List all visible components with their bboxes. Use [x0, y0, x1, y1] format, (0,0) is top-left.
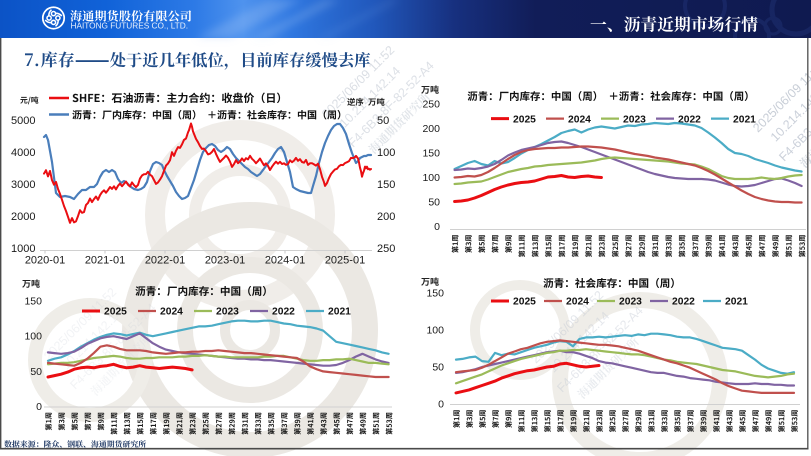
svg-text:100: 100: [426, 325, 444, 337]
svg-text:2022: 2022: [272, 307, 295, 318]
svg-text:3000: 3000: [11, 179, 35, 191]
svg-text:2025: 2025: [513, 297, 536, 308]
svg-text:2025: 2025: [104, 307, 127, 318]
svg-text:HAITONG FUTURES CO., LTD.: HAITONG FUTURES CO., LTD.: [71, 21, 189, 31]
svg-text:2025-01: 2025-01: [325, 255, 365, 267]
svg-text:250: 250: [377, 243, 395, 255]
svg-text:50: 50: [428, 197, 440, 209]
svg-text:2025: 2025: [513, 114, 536, 125]
svg-text:2021: 2021: [328, 307, 351, 318]
svg-text:150: 150: [422, 148, 440, 160]
svg-text:150: 150: [377, 179, 395, 191]
svg-text:2024: 2024: [160, 307, 183, 318]
svg-text:2022: 2022: [672, 297, 695, 308]
svg-text:2023: 2023: [619, 297, 642, 308]
svg-text:50: 50: [432, 362, 444, 374]
svg-text:2020-01: 2020-01: [25, 255, 65, 267]
svg-text:2023: 2023: [216, 307, 239, 318]
svg-text:0: 0: [434, 221, 440, 233]
svg-text:200: 200: [377, 211, 395, 223]
svg-text:2021: 2021: [733, 114, 756, 125]
svg-text:50: 50: [30, 366, 42, 378]
svg-text:2023: 2023: [623, 114, 646, 125]
svg-text:100: 100: [377, 147, 395, 159]
svg-text:250: 250: [422, 99, 440, 111]
svg-text:2022: 2022: [678, 114, 701, 125]
svg-text:150: 150: [24, 296, 42, 308]
svg-text:2024: 2024: [568, 114, 591, 125]
svg-text:100: 100: [24, 331, 42, 343]
svg-text:150: 150: [426, 288, 444, 300]
svg-text:2023-01: 2023-01: [205, 255, 245, 267]
svg-text:5000: 5000: [11, 115, 35, 127]
svg-text:100: 100: [422, 172, 440, 184]
svg-text:2024-01: 2024-01: [265, 255, 305, 267]
svg-text:0: 0: [438, 399, 444, 411]
svg-text:2022-01: 2022-01: [145, 255, 185, 267]
svg-text:50: 50: [377, 115, 389, 127]
svg-text:2021-01: 2021-01: [85, 255, 125, 267]
svg-text:4000: 4000: [11, 147, 35, 159]
svg-text:2024: 2024: [566, 297, 589, 308]
svg-text:200: 200: [422, 123, 440, 135]
svg-text:0: 0: [36, 401, 42, 413]
svg-text:1000: 1000: [11, 243, 35, 255]
svg-text:2000: 2000: [11, 211, 35, 223]
svg-text:2021: 2021: [725, 297, 748, 308]
